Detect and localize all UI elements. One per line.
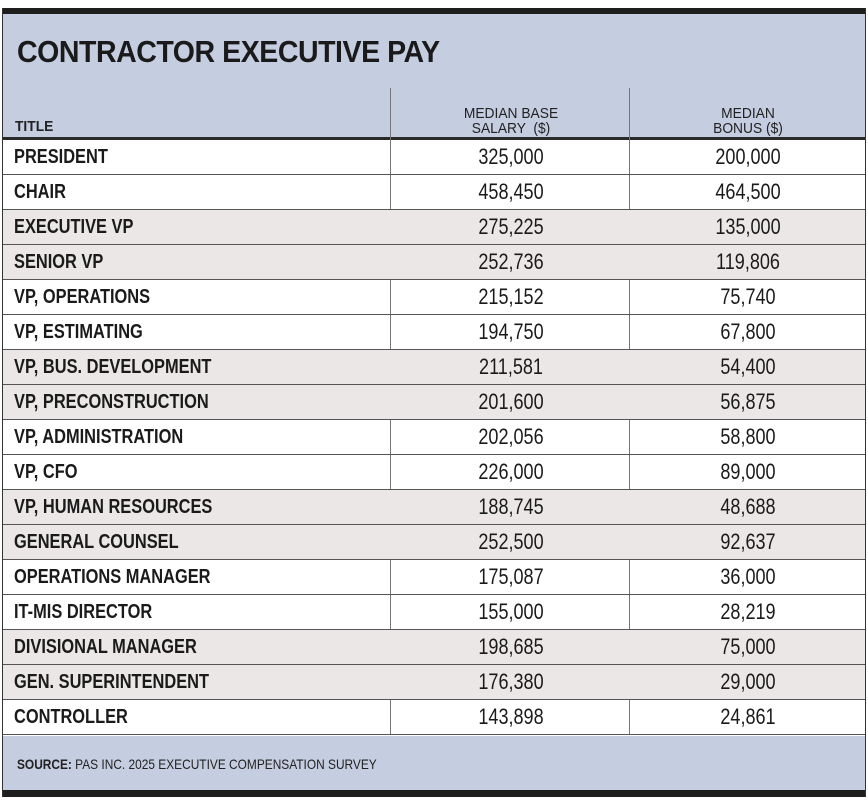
row-base-salary: 215,152 [478, 284, 544, 309]
row-title: VP, BUS. DEVELOPMENT [14, 355, 212, 378]
table-row: VP, CFO 226,000 89,000 [3, 455, 865, 490]
table-row: GEN. SUPERINTENDENT 176,380 29,000 [3, 665, 865, 700]
row-bonus: 92,637 [720, 529, 776, 554]
table-row: SENIOR VP 252,736 119,806 [3, 245, 865, 280]
row-bonus: 24,861 [720, 704, 776, 729]
row-bonus: 58,800 [720, 424, 776, 449]
pay-table: CONTRACTOR EXECUTIVE PAY TITLE MEDIAN BA… [2, 8, 866, 797]
row-base-salary: 176,380 [478, 669, 544, 694]
row-base-salary: 202,056 [478, 424, 544, 449]
row-title: SENIOR VP [14, 250, 104, 273]
row-title: CONTROLLER [14, 705, 128, 728]
row-title: OPERATIONS MANAGER [14, 565, 211, 588]
row-base-salary: 252,736 [478, 249, 544, 274]
row-bonus: 200,000 [715, 144, 781, 169]
row-base-salary: 155,000 [478, 599, 544, 624]
row-bonus: 464,500 [715, 179, 781, 204]
row-base-salary: 194,750 [478, 319, 544, 344]
row-title: VP, PRECONSTRUCTION [14, 390, 209, 413]
row-bonus: 75,000 [720, 634, 776, 659]
row-title: VP, CFO [14, 460, 78, 483]
bonus-header-line1: MEDIAN [721, 105, 775, 122]
row-bonus: 56,875 [720, 389, 776, 414]
row-base-salary: 226,000 [478, 459, 544, 484]
table-row: VP, OPERATIONS 215,152 75,740 [3, 280, 865, 315]
table-row: VP, HUMAN RESOURCES 188,745 48,688 [3, 490, 865, 525]
row-title: GENERAL COUNSEL [14, 530, 179, 553]
source-note: SOURCE: PAS INC. 2025 EXECUTIVE COMPENSA… [17, 756, 377, 772]
table-row: VP, BUS. DEVELOPMENT 211,581 54,400 [3, 350, 865, 385]
row-title: VP, OPERATIONS [14, 285, 151, 308]
table-row: VP, ESTIMATING 194,750 67,800 [3, 315, 865, 350]
row-bonus: 89,000 [720, 459, 776, 484]
table-row: CONTROLLER 143,898 24,861 [3, 700, 865, 735]
column-header-base-salary: MEDIAN BASE SALARY ($) [401, 106, 622, 136]
row-bonus: 67,800 [720, 319, 776, 344]
row-title: CHAIR [14, 180, 66, 203]
table-row: CHAIR 458,450 464,500 [3, 175, 865, 210]
row-title: GEN. SUPERINTENDENT [14, 670, 210, 693]
row-bonus: 75,740 [720, 284, 776, 309]
row-base-salary: 252,500 [478, 529, 544, 554]
row-title: EXECUTIVE VP [14, 215, 134, 238]
row-bonus: 54,400 [720, 354, 776, 379]
row-base-salary: 211,581 [479, 354, 543, 379]
row-base-salary: 188,745 [478, 494, 544, 519]
row-bonus: 36,000 [720, 564, 776, 589]
top-bar [3, 8, 865, 14]
table-title: CONTRACTOR EXECUTIVE PAY [17, 34, 440, 69]
bonus-header-line2: BONUS ($) [713, 120, 783, 137]
row-base-salary: 458,450 [478, 179, 544, 204]
source-label: SOURCE: [17, 756, 72, 772]
table-row: OPERATIONS MANAGER 175,087 36,000 [3, 560, 865, 595]
column-header-bonus: MEDIAN BONUS ($) [639, 106, 856, 136]
column-header-title: TITLE [15, 118, 54, 135]
row-base-salary: 325,000 [478, 144, 544, 169]
row-base-salary: 275,225 [478, 214, 544, 239]
table-row: PRESIDENT 325,000 200,000 [3, 140, 865, 175]
table-footer: SOURCE: PAS INC. 2025 EXECUTIVE COMPENSA… [3, 736, 865, 791]
row-title: VP, HUMAN RESOURCES [14, 495, 213, 518]
base-header-line1: MEDIAN BASE [463, 105, 559, 122]
row-bonus: 48,688 [720, 494, 776, 519]
table-row: EXECUTIVE VP 275,225 135,000 [3, 210, 865, 245]
table-row: VP, PRECONSTRUCTION 201,600 56,875 [3, 385, 865, 420]
table-header: CONTRACTOR EXECUTIVE PAY TITLE MEDIAN BA… [3, 14, 865, 140]
base-header-line2: SALARY ($) [471, 120, 551, 137]
table-row: GENERAL COUNSEL 252,500 92,637 [3, 525, 865, 560]
row-bonus: 119,806 [716, 249, 780, 274]
row-base-salary: 201,600 [478, 389, 544, 414]
row-base-salary: 198,685 [478, 634, 544, 659]
table-row: DIVISIONAL MANAGER 198,685 75,000 [3, 630, 865, 665]
row-bonus: 28,219 [720, 599, 776, 624]
bottom-bar [3, 790, 865, 797]
row-bonus: 135,000 [715, 214, 781, 239]
row-bonus: 29,000 [720, 669, 776, 694]
table-row: VP, ADMINISTRATION 202,056 58,800 [3, 420, 865, 455]
row-title: IT-MIS DIRECTOR [14, 600, 153, 623]
row-title: VP, ESTIMATING [14, 320, 143, 343]
row-title: DIVISIONAL MANAGER [14, 635, 197, 658]
table-row: IT-MIS DIRECTOR 155,000 28,219 [3, 595, 865, 630]
row-title: VP, ADMINISTRATION [14, 425, 184, 448]
table-body: PRESIDENT 325,000 200,000 CHAIR 458,450 464,5… [3, 140, 865, 735]
row-title: PRESIDENT [14, 145, 108, 168]
row-base-salary: 143,898 [478, 704, 544, 729]
source-text: PAS INC. 2025 EXECUTIVE COMPENSATION SUR… [71, 756, 377, 772]
row-base-salary: 175,087 [478, 564, 544, 589]
